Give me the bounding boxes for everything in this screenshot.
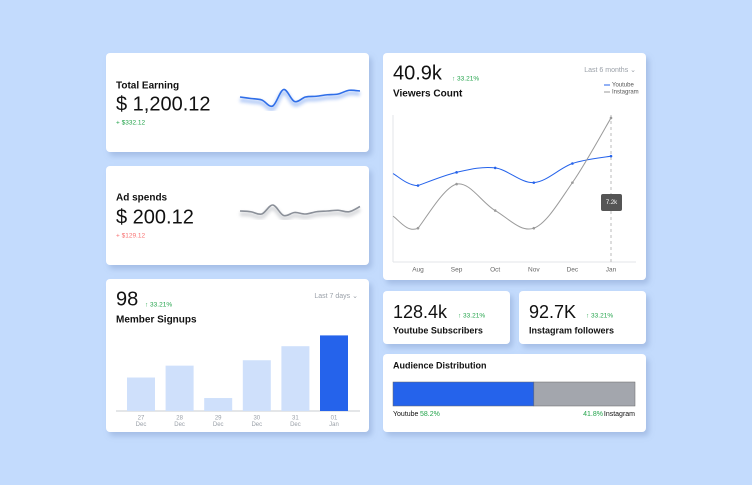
x-tick-label: Oct — [490, 267, 500, 274]
point — [609, 116, 613, 120]
change: + $129.12 — [116, 233, 145, 240]
point — [455, 171, 458, 174]
point — [455, 182, 458, 186]
line — [417, 117, 612, 230]
x-tick-label: Jan — [606, 267, 617, 274]
line-lead — [392, 173, 419, 187]
x-tick-label: 01 — [331, 416, 338, 422]
period[interactable]: Last 7 days ⌄ — [314, 293, 358, 300]
ad-card — [106, 166, 369, 265]
x-tick-label: 31 — [292, 416, 299, 422]
label: Ad spends — [116, 193, 168, 204]
value-label: 58.2% — [420, 411, 440, 418]
tooltip-label: 7.2k — [606, 200, 618, 206]
segment — [392, 381, 535, 407]
sparkline — [239, 204, 361, 217]
label: Viewers Count — [393, 89, 463, 100]
x-tick-label: 27 — [138, 416, 145, 422]
sparkline-glow — [239, 90, 361, 112]
point — [571, 181, 574, 184]
x-tick-label: 30 — [253, 416, 260, 422]
point — [416, 226, 420, 230]
x-tick-label: Dec — [213, 422, 224, 428]
point — [571, 162, 574, 165]
viewers-card — [383, 53, 646, 280]
x-tick-label: Dec — [290, 422, 301, 428]
x-tick-label: Dec — [567, 267, 579, 274]
change: + $332.12 — [116, 120, 145, 127]
value: 128.4k — [393, 302, 448, 322]
change: ↑ 33.21% — [452, 76, 479, 83]
value-label: 41.8% — [583, 411, 603, 418]
line-lead — [392, 215, 419, 230]
sparkline — [239, 88, 361, 108]
line — [417, 155, 612, 187]
point — [416, 184, 420, 187]
point — [532, 226, 536, 230]
bar — [320, 335, 348, 411]
label: Total Earning — [116, 81, 179, 92]
point — [609, 154, 613, 158]
amount: $ 1,200.12 — [116, 93, 211, 115]
change: ↑ 33.21% — [458, 313, 485, 320]
legend-label: Youtube — [612, 83, 634, 89]
tooltip — [601, 194, 622, 211]
bar — [165, 365, 194, 411]
segment — [533, 381, 636, 407]
legend-label: Instagram — [612, 90, 639, 96]
x-tick-label: Jan — [329, 422, 339, 428]
value: 98 — [116, 288, 138, 310]
value: 40.9k — [393, 62, 443, 84]
bar — [281, 346, 310, 411]
point — [493, 209, 497, 212]
x-tick-label: Aug — [412, 267, 424, 274]
earning-card — [106, 53, 369, 152]
x-tick-label: Nov — [528, 267, 540, 274]
bar — [242, 360, 271, 411]
value: 92.7K — [529, 302, 576, 322]
x-tick-label: Sep — [451, 267, 463, 274]
x-tick-label: 28 — [176, 416, 183, 422]
amount: $ 200.12 — [116, 206, 194, 228]
sparkline-glow — [239, 206, 361, 221]
x-tick-label: 29 — [215, 416, 222, 422]
name: Youtube — [393, 411, 419, 418]
label: Member Signups — [116, 315, 197, 326]
x-tick-label: Dec — [251, 422, 262, 428]
point — [532, 181, 536, 184]
yt-card — [383, 291, 510, 344]
name: Instagram — [604, 411, 635, 418]
label: Youtube Subscribers — [393, 325, 483, 335]
period[interactable]: Last 6 months ⌄ — [584, 67, 636, 74]
point — [493, 166, 497, 170]
title: Audience Distribution — [393, 360, 487, 370]
change: ↑ 33.21% — [145, 302, 172, 309]
label: Instagram followers — [529, 325, 614, 335]
change: ↑ 33.21% — [586, 313, 613, 320]
bar — [127, 377, 155, 411]
ig-card — [519, 291, 646, 344]
x-tick-label: Dec — [174, 422, 185, 428]
bar — [204, 398, 233, 411]
x-tick-label: Dec — [136, 422, 147, 428]
